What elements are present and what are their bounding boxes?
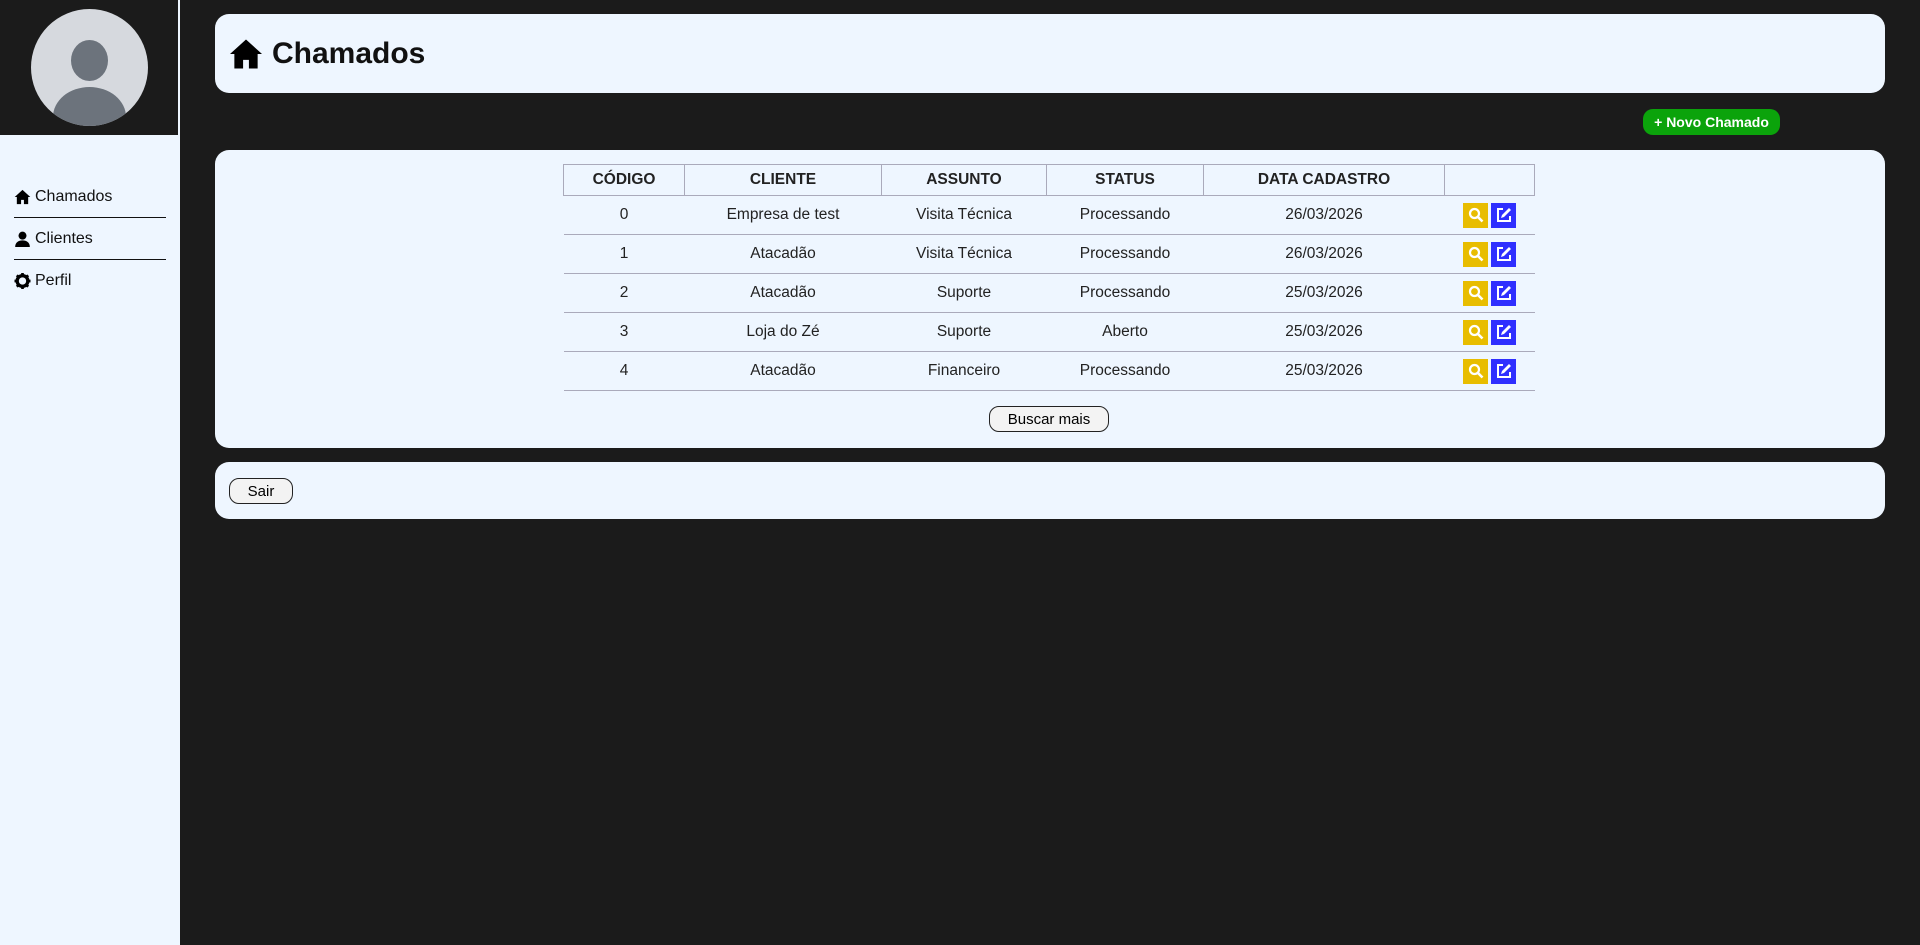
search-icon [1468,285,1483,301]
cell-status: Processando [1046,273,1204,313]
tickets-panel: CÓDIGO CLIENTE ASSUNTO STATUS DATA CADAS… [215,150,1885,448]
avatar [31,9,148,126]
sidebar-profile [0,0,180,135]
cell-status: Processando [1046,195,1204,235]
cell-assunto: Suporte [881,273,1047,313]
cell-codigo: 1 [563,234,685,274]
edit-icon [1496,286,1511,300]
cell-data: 25/03/2026 [1203,312,1445,352]
cell-actions [1444,312,1535,352]
table-row: 0 Empresa de test Visita Técnica Processand… [563,195,1535,235]
new-ticket-button[interactable]: + Novo Chamado [1643,109,1780,135]
user-icon [15,231,30,247]
table-row: 2 Atacadão Suporte Processando 25/03/2026 [563,273,1535,313]
search-icon [1468,246,1483,262]
edit-button[interactable] [1491,358,1516,384]
gear-icon [14,273,31,289]
sidebar-item-clientes[interactable]: Clientes [14,218,166,260]
cell-cliente: Loja do Zé [684,312,882,352]
edit-icon [1496,364,1511,378]
sidebar-item-label: Chamados [35,187,113,205]
home-icon [230,38,262,69]
cell-cliente: Atacadão [684,234,882,274]
search-icon [1468,363,1483,379]
view-button[interactable] [1463,358,1488,384]
cell-actions [1444,234,1535,274]
search-icon [1468,207,1483,223]
table-row: 3 Loja do Zé Suporte Aberto 25/03/2026 [563,312,1535,352]
cell-data: 26/03/2026 [1203,234,1445,274]
cell-data: 25/03/2026 [1203,351,1445,391]
logout-button[interactable]: Sair [229,478,293,504]
table-header-row: CÓDIGO CLIENTE ASSUNTO STATUS DATA CADAS… [563,164,1535,196]
cell-codigo: 2 [563,273,685,313]
sidebar-item-chamados[interactable]: Chamados [14,176,166,218]
cell-assunto: Visita Técnica [881,195,1047,235]
cell-codigo: 4 [563,351,685,391]
edit-button[interactable] [1491,202,1516,228]
column-header-codigo: CÓDIGO [563,164,685,196]
tickets-table: CÓDIGO CLIENTE ASSUNTO STATUS DATA CADAS… [563,164,1535,391]
cell-codigo: 0 [563,195,685,235]
cell-actions [1444,273,1535,313]
logout-panel: Sair [215,462,1885,519]
view-button[interactable] [1463,202,1488,228]
cell-data: 26/03/2026 [1203,195,1445,235]
edit-button[interactable] [1491,280,1516,306]
sidebar: Chamados Clientes Perfil [0,0,180,945]
sidebar-item-label: Clientes [35,229,93,247]
cell-status: Processando [1046,351,1204,391]
cell-status: Aberto [1046,312,1204,352]
search-icon [1468,324,1483,340]
edit-button[interactable] [1491,241,1516,267]
cell-actions [1444,351,1535,391]
cell-assunto: Suporte [881,312,1047,352]
cell-data: 25/03/2026 [1203,273,1445,313]
sidebar-item-label: Perfil [35,272,72,289]
view-button[interactable] [1463,280,1488,306]
home-icon [14,189,31,204]
cell-cliente: Atacadão [684,351,882,391]
page-header: Chamados [215,14,1885,93]
view-button[interactable] [1463,319,1488,345]
cell-cliente: Atacadão [684,273,882,313]
cell-cliente: Empresa de test [684,195,882,235]
column-header-data: DATA CADASTRO [1203,164,1445,196]
cell-assunto: Financeiro [881,351,1047,391]
column-header-cliente: CLIENTE [684,164,882,196]
edit-icon [1496,208,1511,222]
table-row: 1 Atacadão Visita Técnica Processando 26/03/… [563,234,1535,274]
cell-status: Processando [1046,234,1204,274]
column-header-status: STATUS [1046,164,1204,196]
sidebar-nav: Chamados Clientes Perfil [14,176,166,302]
cell-codigo: 3 [563,312,685,352]
view-button[interactable] [1463,241,1488,267]
page-title: Chamados [272,36,426,70]
edit-icon [1496,325,1511,339]
sidebar-item-perfil[interactable]: Perfil [14,260,166,302]
table-row: 4 Atacadão Financeiro Processando 25/03/2026 [563,351,1535,391]
load-more-button[interactable]: Buscar mais [989,406,1109,432]
edit-button[interactable] [1491,319,1516,345]
column-header-assunto: ASSUNTO [881,164,1047,196]
edit-icon [1496,247,1511,261]
cell-assunto: Visita Técnica [881,234,1047,274]
cell-actions [1444,195,1535,235]
column-header-actions [1444,164,1535,196]
